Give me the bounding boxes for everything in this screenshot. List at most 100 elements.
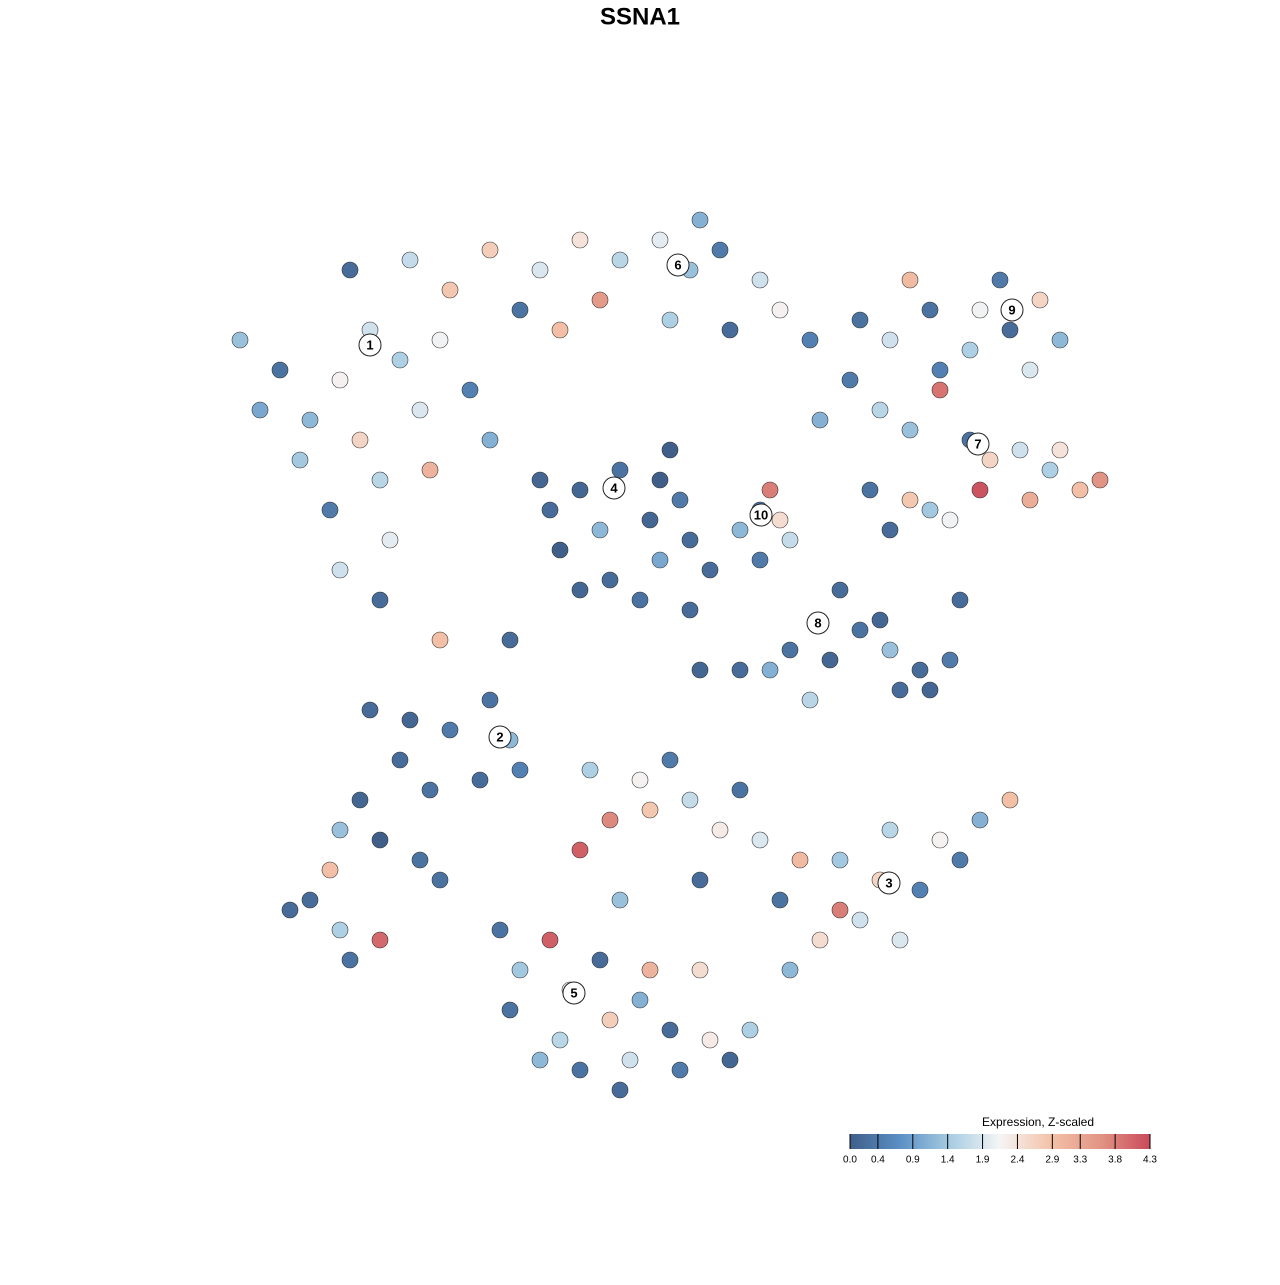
point bbox=[371, 591, 389, 609]
point bbox=[1091, 471, 1109, 489]
point bbox=[741, 1021, 759, 1039]
point bbox=[411, 851, 429, 869]
point bbox=[611, 891, 629, 909]
point bbox=[371, 831, 389, 849]
cluster-label: 10 bbox=[749, 503, 773, 527]
point bbox=[511, 961, 529, 979]
point bbox=[431, 871, 449, 889]
cluster-label-text: 6 bbox=[674, 257, 681, 272]
point bbox=[571, 481, 589, 499]
point bbox=[691, 871, 709, 889]
point bbox=[831, 851, 849, 869]
point bbox=[781, 961, 799, 979]
cluster-label: 7 bbox=[966, 432, 990, 456]
point bbox=[861, 481, 879, 499]
point bbox=[881, 641, 899, 659]
point bbox=[801, 691, 819, 709]
point bbox=[531, 471, 549, 489]
point bbox=[651, 551, 669, 569]
point bbox=[411, 401, 429, 419]
point bbox=[751, 271, 769, 289]
point bbox=[631, 591, 649, 609]
point bbox=[681, 601, 699, 619]
point bbox=[811, 931, 829, 949]
point bbox=[771, 301, 789, 319]
point bbox=[321, 861, 339, 879]
point bbox=[931, 361, 949, 379]
point bbox=[751, 551, 769, 569]
colorbar bbox=[850, 1134, 1150, 1149]
point bbox=[491, 921, 509, 939]
point bbox=[611, 251, 629, 269]
cluster-label-text: 5 bbox=[570, 985, 577, 1000]
point bbox=[721, 321, 739, 339]
point bbox=[641, 961, 659, 979]
point bbox=[831, 581, 849, 599]
point bbox=[971, 481, 989, 499]
point bbox=[711, 821, 729, 839]
point bbox=[901, 271, 919, 289]
point bbox=[621, 1051, 639, 1069]
point bbox=[421, 781, 439, 799]
colorbar-tick-label: 3.3 bbox=[1073, 1155, 1087, 1166]
point bbox=[441, 721, 459, 739]
cluster-label: 2 bbox=[488, 725, 512, 749]
cluster-label: 3 bbox=[877, 871, 901, 895]
point bbox=[301, 891, 319, 909]
cluster-label: 8 bbox=[806, 611, 830, 635]
point bbox=[331, 371, 349, 389]
point bbox=[331, 921, 349, 939]
point bbox=[641, 511, 659, 529]
point bbox=[661, 751, 679, 769]
point bbox=[481, 691, 499, 709]
point bbox=[551, 541, 569, 559]
point bbox=[501, 631, 519, 649]
point bbox=[891, 931, 909, 949]
point bbox=[911, 661, 929, 679]
point bbox=[471, 771, 489, 789]
point bbox=[571, 231, 589, 249]
point bbox=[1051, 331, 1069, 349]
point bbox=[951, 851, 969, 869]
point bbox=[721, 1051, 739, 1069]
point bbox=[231, 331, 249, 349]
point bbox=[1071, 481, 1089, 499]
point bbox=[611, 461, 629, 479]
colorbar-tick-label: 0.4 bbox=[871, 1155, 885, 1166]
point bbox=[441, 281, 459, 299]
cluster-label: 1 bbox=[358, 333, 382, 357]
colorbar-tick-label: 2.9 bbox=[1045, 1155, 1059, 1166]
cluster-label-text: 7 bbox=[974, 436, 981, 451]
point bbox=[501, 1001, 519, 1019]
point bbox=[511, 761, 529, 779]
point bbox=[781, 641, 799, 659]
point bbox=[701, 561, 719, 579]
cluster-label-text: 3 bbox=[885, 875, 892, 890]
point bbox=[481, 241, 499, 259]
point bbox=[771, 511, 789, 529]
point bbox=[1011, 441, 1029, 459]
point bbox=[1001, 791, 1019, 809]
cluster-label: 9 bbox=[1000, 298, 1024, 322]
point bbox=[651, 471, 669, 489]
point bbox=[671, 1061, 689, 1079]
point bbox=[601, 811, 619, 829]
cluster-label-text: 10 bbox=[754, 507, 768, 522]
legend-title: Expression, Z-scaled bbox=[982, 1115, 1094, 1129]
point bbox=[911, 881, 929, 899]
point bbox=[431, 631, 449, 649]
point bbox=[361, 701, 379, 719]
point bbox=[331, 821, 349, 839]
point bbox=[571, 1061, 589, 1079]
point bbox=[1021, 491, 1039, 509]
point bbox=[811, 411, 829, 429]
point bbox=[681, 791, 699, 809]
point bbox=[351, 431, 369, 449]
point bbox=[761, 481, 779, 499]
point bbox=[901, 491, 919, 509]
point bbox=[661, 441, 679, 459]
point bbox=[391, 351, 409, 369]
point bbox=[1001, 321, 1019, 339]
point bbox=[881, 331, 899, 349]
